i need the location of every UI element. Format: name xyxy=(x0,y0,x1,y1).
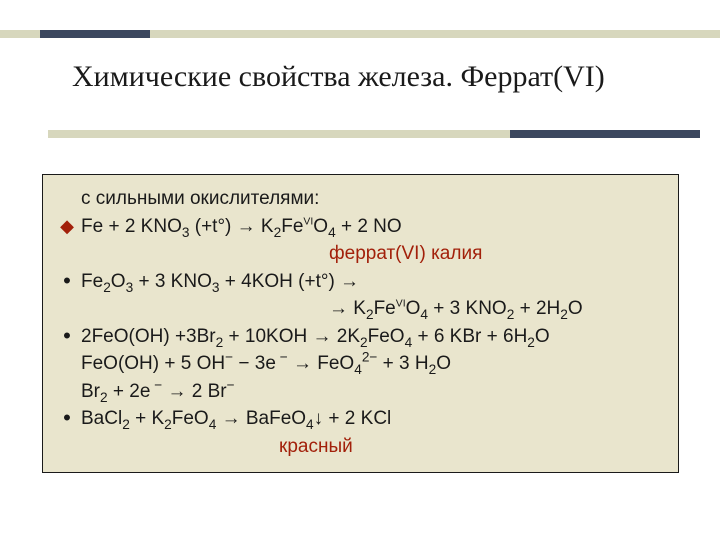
reaction-3-text: 2FeO(OH) +3Br2 + 10KOH → 2K2FeO4 + 6 KBr… xyxy=(81,323,668,351)
intro-line: с сильными окислителями: xyxy=(53,185,668,213)
intro-text: с сильными окислителями: xyxy=(81,185,668,213)
bullet-dot-icon: • xyxy=(53,323,81,349)
reaction-4-label: красный xyxy=(53,433,668,461)
slide: { "colors": { "rule_light": "#d7d7bd", "… xyxy=(0,0,720,540)
content-box: с сильными окислителями: ◆ Fe + 2 KNO3 (… xyxy=(42,174,679,473)
reaction-2b: → K2FeVIO4 + 3 KNO2 + 2H2O xyxy=(53,295,668,323)
reaction-2a-text: Fe2O3 + 3 KNO3 + 4KOH (+t°) → xyxy=(81,268,668,296)
top-rule-accent xyxy=(40,30,150,38)
ferrate-label: феррат(VI) калия xyxy=(81,240,668,268)
mid-rule-accent xyxy=(510,130,700,138)
reaction-2b-text: → K2FeVIO4 + 3 KNO2 + 2H2O xyxy=(81,295,668,323)
reaction-4-text: BaCl2 + K2FeO4 → BaFeO4↓ + 2 KCl xyxy=(81,405,668,433)
reaction-3: • 2FeO(OH) +3Br2 + 10KOH → 2K2FeO4 + 6 K… xyxy=(53,323,668,351)
bullet-dot-icon: • xyxy=(53,405,81,431)
page-title: Химические свойства железа. Феррат(VI) xyxy=(72,60,605,94)
bullet-dot-icon: • xyxy=(53,268,81,294)
reaction-1-text: Fe + 2 KNO3 (+t°) → K2FeVIO4 + 2 NO xyxy=(81,213,668,241)
reaction-1: ◆ Fe + 2 KNO3 (+t°) → K2FeVIO4 + 2 NO xyxy=(53,213,668,241)
reaction-3b-text: Br2 + 2e − → 2 Br− xyxy=(81,378,668,406)
reaction-2: • Fe2O3 + 3 KNO3 + 4KOH (+t°) → xyxy=(53,268,668,296)
reaction-1-label: феррат(VI) калия xyxy=(53,240,668,268)
reaction-3a: FeO(OH) + 5 OH− − 3e − → FeO42− + 3 H2O xyxy=(53,350,668,378)
reaction-3b: Br2 + 2e − → 2 Br− xyxy=(53,378,668,406)
reaction-3a-text: FeO(OH) + 5 OH− − 3e − → FeO42− + 3 H2O xyxy=(81,350,668,378)
bullet-square-icon: ◆ xyxy=(53,213,81,239)
red-label: красный xyxy=(81,433,668,461)
reaction-4: • BaCl2 + K2FeO4 → BaFeO4↓ + 2 KCl xyxy=(53,405,668,433)
